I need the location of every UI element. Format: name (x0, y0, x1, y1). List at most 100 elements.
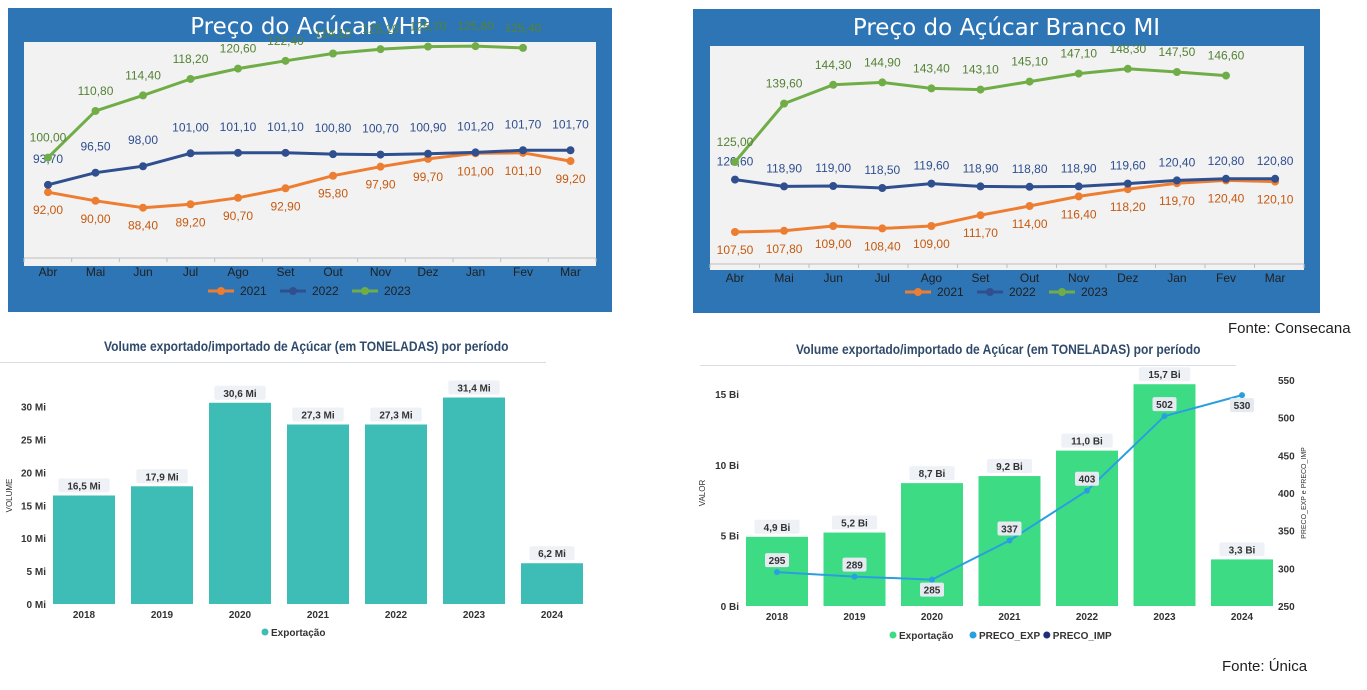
branco-legend-marker-2022 (986, 288, 994, 296)
val-bar-label-2019: 5,2 Bi (841, 519, 868, 530)
val-bar-label-bg-2022 (1061, 433, 1113, 448)
vhp-point-2023-Dez (424, 42, 432, 51)
vhp-point-2021-Ago (234, 193, 242, 202)
vol-x-label-2019: 2019 (151, 610, 174, 621)
vhp-data-label-2022-Set: 101,10 (267, 120, 304, 134)
val-bar-label-2023: 15,7 Bi (1148, 370, 1180, 381)
val-price-point-2018 (774, 569, 780, 576)
branco-line-chart: Abr Mai Jun Jul Ago Set Out Nov Dez Jan Fev Mar 107,… (709, 42, 1305, 299)
source-unica: Fonte: Única (1222, 658, 1308, 675)
val-y-axis-label: VALOR (698, 480, 707, 507)
branco-data-label-2023-Set: 143,10 (962, 63, 999, 77)
vol-bar-2022 (365, 424, 427, 604)
branco-point-2022-Abr (731, 175, 739, 184)
vhp-data-label-2021-Abr: 92,00 (33, 203, 63, 217)
vhp-point-2023-Nov (376, 45, 385, 54)
valor-chart-panel: 0 Bi 5 Bi 10 Bi 15 Bi VALOR 4,9 Bi 2018 5,2 Bi 2… (693, 367, 1333, 648)
vol-y-tick-3: 15 Mi (21, 501, 46, 512)
branco-point-2022-Set (976, 182, 985, 191)
val-y-tick-2: 10 Bi (715, 461, 739, 472)
volume-chart-title: Volume exportado/importado de Açúcar (em… (104, 338, 509, 354)
val-bar-label-bg-2019 (831, 515, 878, 530)
vhp-data-label-2021-Jun: 88,40 (128, 219, 158, 233)
val-legend-marker-Exportação (889, 631, 897, 639)
branco-data-label-2023-Fev: 146,60 (1208, 49, 1245, 63)
val-y2-tick-400: 400 (1278, 489, 1295, 500)
vhp-data-label-2023-Nov: 125,10 (362, 22, 399, 36)
val-y2-tick-550: 550 (1278, 376, 1295, 387)
branco-x-label-Mar: Mar (1265, 271, 1286, 285)
vhp-data-label-2022-Dez: 100,90 (410, 121, 447, 135)
branco-series-line-2023 (733, 67, 1227, 163)
vhp-data-label-2021-Out: 95,80 (318, 187, 348, 201)
valor-bar-chart: 0 Bi 5 Bi 10 Bi 15 Bi VALOR 4,9 Bi 2018 5,2 Bi 2… (698, 367, 1308, 642)
vhp-data-label-2022-Jul: 101,00 (172, 120, 209, 134)
val-price-point-2022 (1084, 487, 1090, 494)
vhp-data-label-2023-Mai: 110,80 (78, 84, 114, 98)
branco-legend-label-2023: 2023 (1081, 285, 1108, 299)
source-consecana: Fonte: Consecana (1228, 320, 1351, 337)
vhp-data-label-2022-Ago: 101,10 (220, 120, 257, 134)
branco-x-label-Set: Set (971, 271, 990, 285)
branco-x-label-Ago: Ago (921, 271, 943, 285)
vhp-point-2022-Jul (186, 149, 195, 158)
val-bar-label-bg-2024 (1219, 542, 1265, 557)
vhp-data-label-2021-Mai: 90,00 (80, 212, 110, 226)
branco-data-label-2021-Out: 114,00 (1012, 217, 1048, 231)
branco-data-label-2022-Nov: 118,90 (1061, 161, 1097, 175)
val-legend-label-PRECO_IMP: PRECO_IMP (1053, 631, 1112, 642)
vol-x-label-2023: 2023 (463, 610, 486, 621)
vhp-legend-label-2022: 2022 (312, 284, 339, 298)
branco-data-label-2021-Dez: 118,20 (1110, 200, 1146, 214)
vhp-line-chart: Abr Mai Jun Jul Ago Set Out Nov Dez Jan Fev Mar 92,0… (23, 19, 597, 298)
branco-x-label-Jul: Jul (875, 271, 890, 285)
val-y2-tick-500: 500 (1278, 414, 1295, 425)
branco-x-label-Nov: Nov (1068, 271, 1089, 285)
val-y2-tick-250: 250 (1278, 602, 1295, 613)
vhp-chart-title: Preço do Açúcar VHP (190, 14, 430, 40)
branco-point-2022-Mar (1271, 174, 1280, 183)
vhp-data-label-2022-Out: 100,80 (315, 121, 352, 135)
val-x-label-2018: 2018 (766, 612, 789, 623)
branco-point-2022-Jul (878, 184, 887, 192)
vol-bar-2020 (209, 402, 271, 604)
vol-bar-2021 (287, 424, 349, 604)
branco-point-2021-Ago (927, 222, 936, 230)
vhp-point-2021-Out (329, 171, 337, 180)
branco-point-2021-Nov (1074, 192, 1083, 201)
val-legend-marker-PRECO_IMP (1043, 631, 1051, 639)
branco-data-label-2023-Jan: 147,50 (1159, 45, 1196, 59)
vol-legend-marker (261, 628, 269, 636)
val-bar-label-bg-2018 (754, 519, 800, 534)
vol-bar-2024 (521, 563, 583, 604)
val-price-point-2020 (929, 576, 935, 583)
branco-point-2023-Dez (1123, 64, 1132, 73)
val-price-label-2019: 289 (846, 561, 863, 572)
vhp-data-label-2022-Mar: 101,70 (552, 117, 589, 131)
val-price-label-2023: 502 (1156, 400, 1173, 411)
val-bar-label-bg-2023 (1138, 367, 1191, 382)
vhp-x-label-Fev: Fev (513, 265, 533, 279)
vhp-x-label-Ago: Ago (227, 265, 249, 279)
vhp-point-2022-Jun (139, 162, 147, 171)
vhp-data-label-2023-Out: 124,10 (315, 26, 352, 40)
vol-bar-label-bg-2018 (58, 478, 110, 493)
vhp-point-2021-Abr (44, 188, 52, 197)
vhp-data-label-2022-Jun: 98,00 (128, 133, 158, 147)
branco-series-line-2021 (734, 178, 1276, 234)
vhp-point-2021-Jun (139, 203, 147, 212)
branco-point-2023-Jul (878, 78, 887, 87)
branco-point-2022-Dez (1123, 179, 1132, 188)
vhp-x-label-Nov: Nov (370, 265, 391, 279)
val-bar-label-2024: 3,3 Bi (1229, 545, 1256, 556)
branco-point-2022-Mai (780, 182, 789, 191)
vhp-data-label-2021-Jul: 89,20 (175, 215, 205, 229)
val-price-label-bg-2018 (765, 553, 789, 568)
val-price-label-bg-2022 (1075, 471, 1099, 486)
val-price-label-2024: 530 (1234, 401, 1251, 412)
vhp-data-label-2022-Nov: 100,70 (362, 122, 399, 136)
branco-point-2021-Mai (780, 226, 789, 235)
branco-x-label-Fev: Fev (1216, 271, 1236, 285)
vol-bar-label-bg-2020 (214, 385, 266, 400)
branco-data-label-2022-Ago: 119,60 (913, 159, 949, 173)
